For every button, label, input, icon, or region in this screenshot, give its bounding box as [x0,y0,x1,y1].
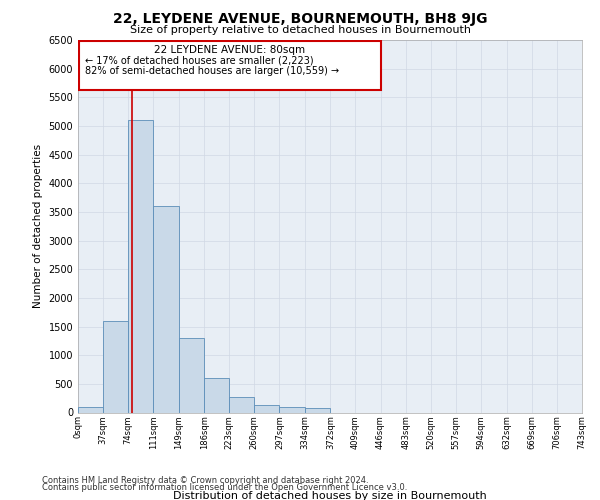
Bar [204,378,229,412]
Y-axis label: Number of detached properties: Number of detached properties [33,144,43,308]
Text: ← 17% of detached houses are smaller (2,223): ← 17% of detached houses are smaller (2,… [85,56,313,66]
Bar [179,338,204,412]
Bar [229,397,254,412]
Bar [79,41,380,90]
Text: 82% of semi-detached houses are larger (10,559) →: 82% of semi-detached houses are larger (… [85,66,339,76]
Text: Contains HM Land Registry data © Crown copyright and database right 2024.: Contains HM Land Registry data © Crown c… [42,476,368,485]
Text: Contains public sector information licensed under the Open Government Licence v3: Contains public sector information licen… [42,484,407,492]
Bar [128,120,153,412]
Bar [103,321,128,412]
Text: 22, LEYDENE AVENUE, BOURNEMOUTH, BH8 9JG: 22, LEYDENE AVENUE, BOURNEMOUTH, BH8 9JG [113,12,487,26]
Text: Size of property relative to detached houses in Bournemouth: Size of property relative to detached ho… [130,25,470,35]
Bar [305,408,331,412]
Text: 22 LEYDENE AVENUE: 80sqm: 22 LEYDENE AVENUE: 80sqm [154,45,305,55]
Bar [280,407,305,412]
Bar [78,407,103,412]
Bar [153,206,179,412]
Bar [254,405,280,412]
X-axis label: Distribution of detached houses by size in Bournemouth: Distribution of detached houses by size … [173,491,487,500]
